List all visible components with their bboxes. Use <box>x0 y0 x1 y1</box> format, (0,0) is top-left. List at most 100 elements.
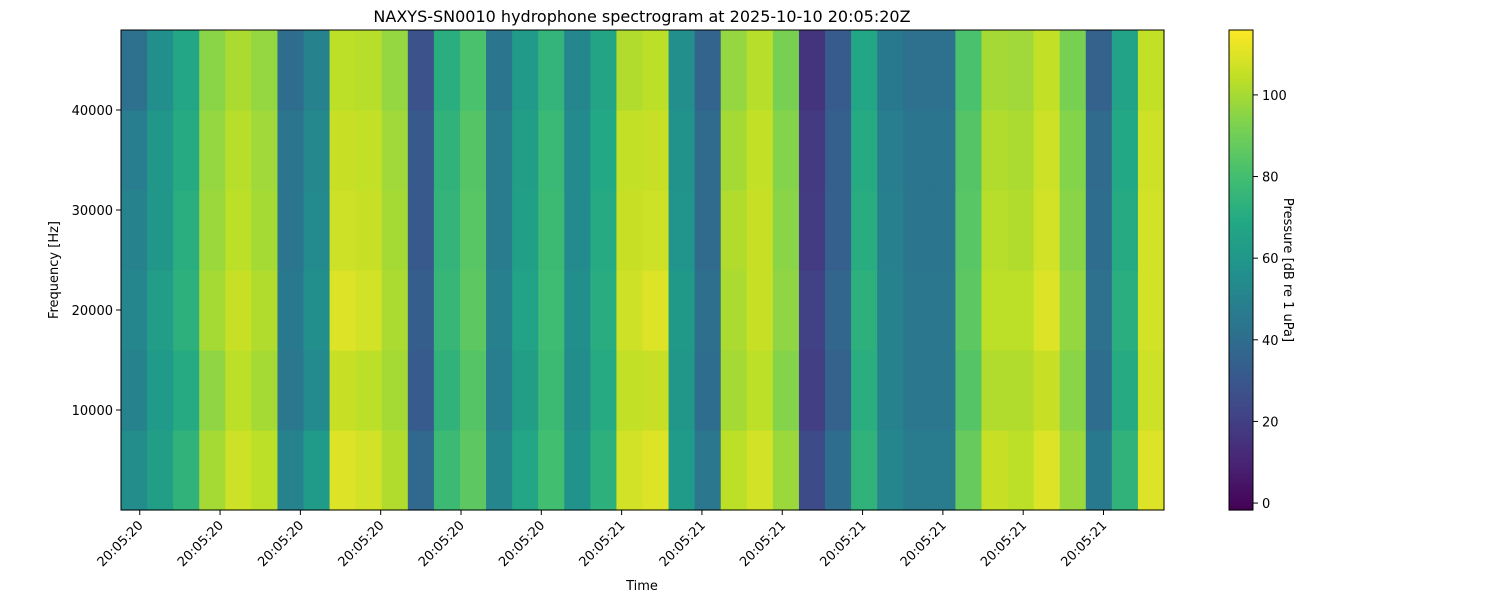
cell <box>512 190 539 271</box>
cell <box>251 270 279 351</box>
cell <box>407 270 435 351</box>
cell <box>459 270 487 351</box>
cell <box>825 270 852 351</box>
cell <box>1085 270 1113 351</box>
cell <box>903 270 930 351</box>
cell <box>851 190 878 271</box>
cell <box>173 270 200 351</box>
cell <box>955 110 983 191</box>
colorbar-swatch <box>1229 362 1253 367</box>
colorbar-swatch <box>1229 298 1253 303</box>
colorbar-swatch <box>1229 42 1253 47</box>
cell <box>1007 430 1035 511</box>
colorbar-swatch <box>1229 66 1253 71</box>
cell <box>251 190 279 271</box>
cell <box>121 430 148 511</box>
cell <box>459 190 487 271</box>
colorbar-swatch <box>1229 110 1253 115</box>
colorbar-swatch <box>1229 122 1253 127</box>
cell <box>720 430 748 511</box>
cell <box>955 430 983 511</box>
colorbar-swatch <box>1229 354 1253 359</box>
cell <box>277 430 305 511</box>
x-tick-label: 20:05:21 <box>1058 518 1110 570</box>
cell <box>642 350 670 431</box>
cell <box>720 350 748 431</box>
cell <box>277 350 305 431</box>
cell <box>694 270 722 351</box>
cell <box>929 270 956 351</box>
colorbar-tick-label: 20 <box>1262 415 1279 430</box>
colorbar-swatch <box>1229 386 1253 391</box>
cell <box>199 430 226 511</box>
cell <box>199 190 226 271</box>
colorbar-swatch <box>1229 82 1253 87</box>
cell <box>355 110 383 191</box>
cell <box>929 430 956 511</box>
colorbar-swatch <box>1229 130 1253 135</box>
cell <box>251 350 279 431</box>
colorbar-swatch <box>1229 186 1253 191</box>
cell <box>512 110 539 191</box>
y-tick-label: 30000 <box>72 204 113 219</box>
cell <box>303 110 331 191</box>
cell <box>903 430 930 511</box>
cell <box>590 270 618 351</box>
cell <box>329 30 357 111</box>
colorbar-swatch <box>1229 466 1253 471</box>
colorbar-swatch <box>1229 58 1253 63</box>
colorbar-swatch <box>1229 342 1253 347</box>
colorbar-swatch <box>1229 258 1253 263</box>
cell <box>772 30 800 111</box>
colorbar-swatch <box>1229 210 1253 215</box>
colorbar-swatch <box>1229 442 1253 447</box>
cell <box>1111 190 1139 271</box>
cell <box>1033 430 1061 511</box>
colorbar-swatch <box>1229 374 1253 379</box>
cell <box>746 270 774 351</box>
colorbar-swatch <box>1229 426 1253 431</box>
colorbar-swatch <box>1229 274 1253 279</box>
cell <box>486 190 513 271</box>
cell <box>798 30 826 111</box>
chart-title: NAXYS-SN0010 hydrophone spectrogram at 2… <box>373 7 910 26</box>
colorbar-swatch <box>1229 206 1253 211</box>
cell <box>277 110 305 191</box>
colorbar-swatch <box>1229 182 1253 187</box>
colorbar-swatch <box>1229 114 1253 119</box>
cell <box>1085 110 1113 191</box>
x-tick-label: 20:05:21 <box>978 518 1030 570</box>
cell <box>1033 350 1061 431</box>
colorbar-tick-label: 80 <box>1262 171 1279 186</box>
colorbar-swatch <box>1229 78 1253 83</box>
colorbar-swatch <box>1229 310 1253 315</box>
colorbar-swatch <box>1229 38 1253 43</box>
colorbar-swatch <box>1229 158 1253 163</box>
cell <box>433 30 461 111</box>
cell <box>929 190 956 271</box>
cell <box>512 30 539 111</box>
x-tick-label: 20:05:21 <box>898 518 950 570</box>
colorbar-swatch <box>1229 446 1253 451</box>
cell <box>668 350 696 431</box>
cell <box>355 350 383 431</box>
cell <box>381 30 409 111</box>
cell <box>877 110 904 191</box>
cell <box>1059 110 1087 191</box>
cell <box>277 190 305 271</box>
cell <box>225 30 252 111</box>
x-tick-label: 20:05:20 <box>336 518 388 570</box>
cell <box>459 110 487 191</box>
colorbar-swatch <box>1229 250 1253 255</box>
cell <box>694 30 722 111</box>
cell <box>772 430 800 511</box>
colorbar-swatch <box>1229 106 1253 111</box>
cell <box>825 430 852 511</box>
cell <box>225 190 252 271</box>
cell <box>798 110 826 191</box>
cell <box>1111 110 1139 191</box>
cell <box>877 30 904 111</box>
cell <box>173 350 200 431</box>
colorbar-swatch <box>1229 382 1253 387</box>
colorbar-swatch <box>1229 246 1253 251</box>
